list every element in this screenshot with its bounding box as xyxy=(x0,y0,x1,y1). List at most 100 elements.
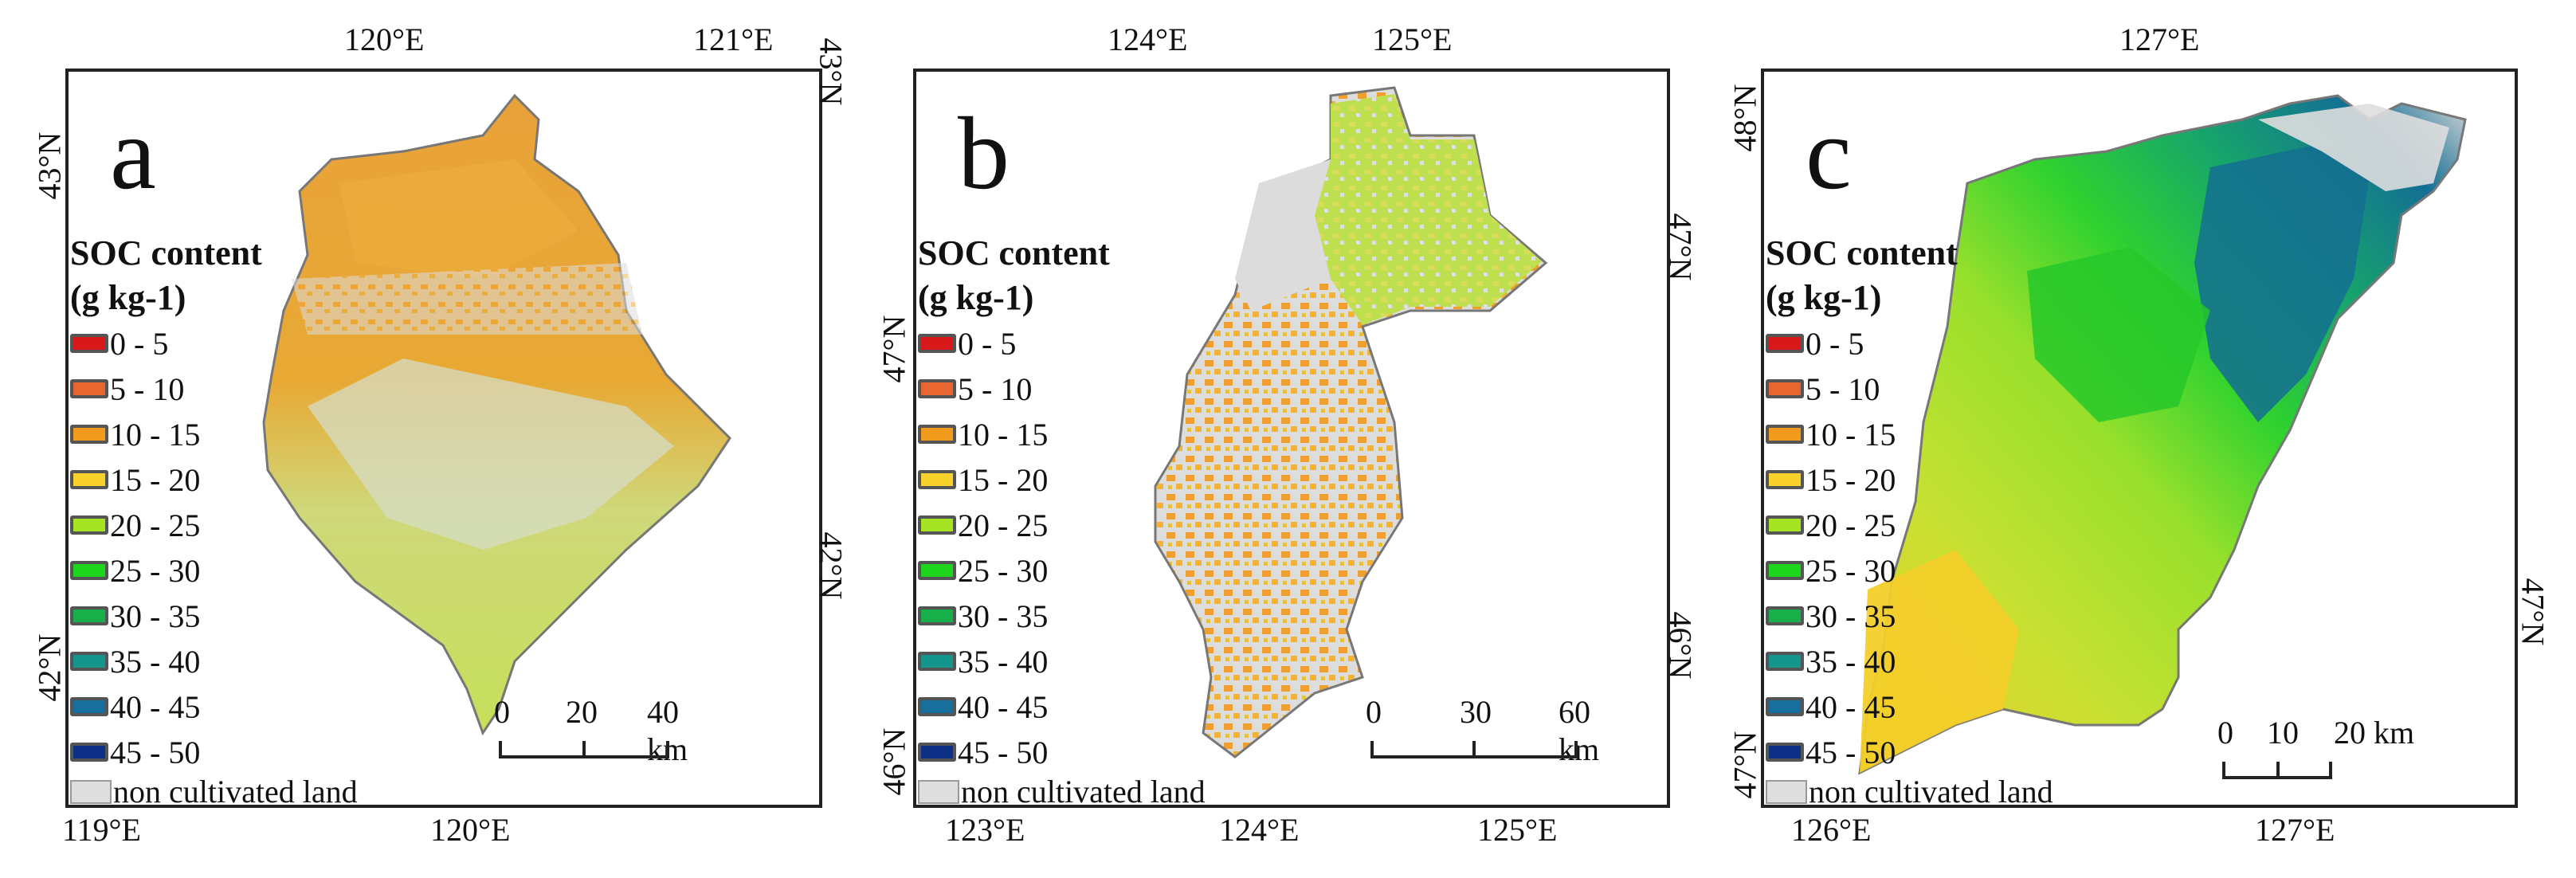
tick-bottom-b-1: 124°E xyxy=(1219,812,1300,848)
legend-label: 45 - 50 xyxy=(958,734,1049,770)
legend-item: 35 - 40 xyxy=(70,643,200,680)
legend-label: 25 - 30 xyxy=(110,552,201,589)
legend-label: 30 - 35 xyxy=(958,598,1049,634)
scale-label-2: 40 km xyxy=(647,694,688,767)
legend-label: 0 - 5 xyxy=(1806,325,1864,362)
legend-label: 40 - 45 xyxy=(1806,688,1896,725)
legend-item: 15 - 20 xyxy=(70,461,200,498)
legend-item: 45 - 50 xyxy=(918,734,1048,770)
legend-swatch xyxy=(918,606,956,625)
tick-bottom-b-2: 125°E xyxy=(1477,812,1558,848)
legend-swatch xyxy=(1766,561,1804,580)
legend-item: 35 - 40 xyxy=(1766,643,1896,680)
legend-label: 0 - 5 xyxy=(110,325,169,362)
legend-label: 40 - 45 xyxy=(110,688,201,725)
legend-swatch xyxy=(1766,425,1804,444)
legend-swatch xyxy=(918,334,956,353)
legend-swatch xyxy=(918,515,956,535)
tick-left-b-0: 47°N xyxy=(876,315,912,383)
tick-bottom-a-0: 119°E xyxy=(62,812,141,848)
map-panel-a: a SOC content (g kg-1) 0 - 5 5 - 10 10 - 1… xyxy=(65,69,822,808)
legend-item: 45 - 50 xyxy=(1766,734,1896,770)
legend-item: 0 - 5 xyxy=(70,325,168,362)
legend-label: 5 - 10 xyxy=(110,370,185,407)
legend-swatch xyxy=(70,743,108,762)
legend-swatch xyxy=(918,779,959,804)
legend-label: 30 - 35 xyxy=(1806,598,1896,634)
legend-swatch xyxy=(70,425,108,444)
legend-label: 15 - 20 xyxy=(1806,461,1896,498)
legend-swatch xyxy=(1766,334,1804,353)
tick-top-a-0: 120°E xyxy=(344,22,425,57)
legend-label: 15 - 20 xyxy=(958,461,1049,498)
map-panel-c: c SOC content (g kg-1) 0 - 5 5 - 10 10 - 1… xyxy=(1761,69,2518,808)
legend-title: SOC content (g kg-1) xyxy=(1766,233,1958,317)
legend-item: 10 - 15 xyxy=(918,416,1048,453)
legend-swatch xyxy=(1766,379,1804,398)
legend-item-non-cultivated: non cultivated land xyxy=(918,773,1206,805)
tick-top-b-1: 125°E xyxy=(1372,22,1453,57)
scale-label-2: 20 km xyxy=(2334,715,2415,751)
tick-left-a-0: 43°N xyxy=(31,131,68,200)
tick-left-b-1: 46°N xyxy=(876,727,912,796)
legend-label: 10 - 15 xyxy=(958,416,1049,453)
legend-label: 30 - 35 xyxy=(110,598,201,634)
legend-swatch xyxy=(1766,606,1804,625)
legend-label: 25 - 30 xyxy=(958,552,1049,589)
legend-label: 45 - 50 xyxy=(1806,734,1896,770)
tick-bottom-c-1: 127°E xyxy=(2255,812,2335,848)
legend-title: SOC content (g kg-1) xyxy=(70,233,262,317)
legend-swatch xyxy=(918,561,956,580)
legend-label: 25 - 30 xyxy=(1806,552,1896,589)
legend-label: 10 - 15 xyxy=(110,416,201,453)
legend-swatch xyxy=(918,743,956,762)
legend-swatch xyxy=(70,652,108,671)
legend-swatch xyxy=(918,379,956,398)
legend-item: 0 - 5 xyxy=(918,325,1016,362)
legend-item: 5 - 10 xyxy=(1766,370,1880,407)
legend-label: 20 - 25 xyxy=(110,507,201,543)
legend-label: 35 - 40 xyxy=(1806,643,1896,680)
legend-item: 30 - 35 xyxy=(70,598,200,634)
legend-item: 40 - 45 xyxy=(70,688,200,725)
scale-label-0: 0 xyxy=(494,694,510,730)
region-map-c xyxy=(1858,94,2467,775)
tick-bottom-a-1: 120°E xyxy=(430,812,511,848)
scale-label-0: 0 xyxy=(1366,694,1382,730)
legend-label: 0 - 5 xyxy=(958,325,1017,362)
legend-swatch xyxy=(918,470,956,489)
region-map-a xyxy=(262,93,731,736)
legend-item-non-cultivated: non cultivated land xyxy=(70,773,358,805)
scale-bar: 0 10 20 km xyxy=(2217,714,2429,786)
tick-right-c-0: 47°N xyxy=(2515,578,2551,646)
legend-item: 15 - 20 xyxy=(918,461,1048,498)
legend-swatch xyxy=(70,515,108,535)
legend-swatch xyxy=(70,470,108,489)
legend-swatch xyxy=(1766,743,1804,762)
legend-swatch xyxy=(70,697,108,716)
legend-item: 30 - 35 xyxy=(918,598,1048,634)
tick-left-c-1: 47°N xyxy=(1727,731,1763,799)
tick-top-c-0: 127°E xyxy=(2119,22,2200,57)
legend-label: 35 - 40 xyxy=(110,643,201,680)
legend-swatch xyxy=(1766,779,1807,804)
legend-item: 35 - 40 xyxy=(918,643,1048,680)
legend-label: 40 - 45 xyxy=(958,688,1049,725)
legend-item: 10 - 15 xyxy=(70,416,200,453)
legend-item: 5 - 10 xyxy=(918,370,1032,407)
legend-swatch xyxy=(70,561,108,580)
legend-item-non-cultivated: non cultivated land xyxy=(1766,773,2053,805)
region-map-b xyxy=(1154,86,1548,758)
scale-label-1: 20 xyxy=(566,694,598,730)
legend-title: SOC content (g kg-1) xyxy=(918,233,1110,317)
panel-letter: c xyxy=(1806,96,1852,211)
legend-label: 15 - 20 xyxy=(110,461,201,498)
tick-right-b-1: 46°N xyxy=(1662,611,1699,680)
scale-label-1: 30 xyxy=(1460,694,1492,730)
scale-bar: 0 30 60 km xyxy=(1366,693,1625,767)
scale-label-1: 10 xyxy=(2267,715,2299,751)
legend-swatch xyxy=(918,425,956,444)
legend-item: 5 - 10 xyxy=(70,370,184,407)
legend-label: 5 - 10 xyxy=(1806,370,1880,407)
legend-item: 25 - 30 xyxy=(1766,552,1896,589)
